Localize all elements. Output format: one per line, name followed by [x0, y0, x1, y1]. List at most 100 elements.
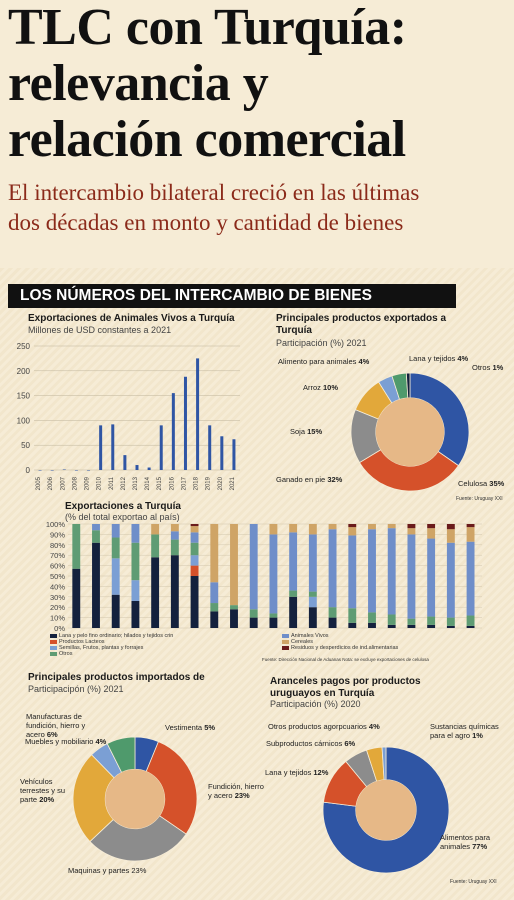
- legend-label: Otros: [59, 651, 73, 657]
- source-2: Fuente: Dirección Nacional de Aduanas No…: [262, 657, 429, 662]
- pie1-label-soja: Soja 15%: [290, 427, 323, 436]
- stacked-segment: [308, 591, 317, 597]
- bar: [147, 467, 151, 470]
- stacked-segment: [131, 580, 140, 601]
- stacked-segment: [269, 534, 278, 614]
- stacked-segment: [111, 594, 120, 628]
- legend-label: Semillas, Frutos, plantas y forrajes: [59, 645, 144, 651]
- bar: [183, 376, 187, 470]
- stacked-segment: [466, 527, 475, 542]
- bar: [220, 436, 224, 470]
- page-subtitle: El intercambio bilateral creció en las ú…: [8, 178, 508, 238]
- stacked-segment: [190, 532, 199, 543]
- bar: [159, 425, 163, 470]
- pie3-label-alimentos: Alimentos para animales 77%: [440, 833, 491, 851]
- x-tick-label: 2011: [109, 476, 115, 490]
- pie2-label-maquinas: Maquinas y partes 23%: [68, 866, 147, 875]
- donut-center: [375, 397, 445, 467]
- pie1-label-arroz: Arroz 10%: [303, 383, 339, 392]
- stacked-segment: [170, 555, 179, 628]
- stacked-segment: [348, 622, 357, 628]
- stacked-segment: [111, 524, 120, 538]
- x-tick-label: 2017: [181, 476, 187, 490]
- y-tick-label: 200: [17, 367, 31, 376]
- stacked-segment: [230, 609, 238, 628]
- stacked-segment: [190, 542, 199, 556]
- bar: [135, 465, 139, 470]
- stacked-subtitle: (% del total exportao al país): [65, 512, 180, 522]
- bar-chart-title: Exportaciones de Animales Vivos a Turquí…: [28, 313, 235, 324]
- pie3-subtitle: Participación (%) 2020: [270, 699, 361, 709]
- x-tick-label: 2014: [145, 476, 151, 490]
- source-3: Fuente: Uruguay XXI: [450, 879, 497, 885]
- pie3-title: Aranceles pagos por productos uruguayos …: [270, 676, 421, 699]
- pie1-title: Principales productos exportados a Turqu…: [276, 313, 447, 336]
- stacked-segment: [111, 537, 120, 559]
- stacked-segment: [446, 617, 455, 626]
- y-tick-label: 100: [17, 416, 31, 425]
- stacked-segment: [427, 528, 436, 539]
- y-tick-label: 80%: [50, 541, 65, 550]
- page-title: TLC con Turquía: relevancia y relación c…: [8, 0, 514, 168]
- source-1: Fuente: Uruguay XXI: [456, 496, 503, 502]
- pie2-label-muebles: Muebles y mobiliario 4%: [25, 737, 107, 746]
- legend-label: Lana y pelo fino ordinario; hilados y te…: [59, 633, 174, 639]
- legend-item: Animales Vivos: [282, 633, 329, 640]
- stacked-segment: [72, 568, 81, 628]
- stacked-segment: [387, 524, 396, 529]
- stacked-segment: [427, 616, 436, 625]
- exports-donut-chart: [350, 372, 470, 492]
- stacked-segment: [466, 541, 475, 616]
- stacked-segment: [328, 524, 337, 530]
- stacked-segment: [151, 557, 160, 628]
- imports-donut-chart: [72, 736, 198, 862]
- legend-item: Productos Lacteos: [50, 639, 105, 646]
- stacked-segment: [387, 624, 396, 628]
- stacked-segment: [170, 539, 179, 556]
- legend-label: Residuos y desperdicios de ind.alimentar…: [291, 645, 399, 651]
- stacked-segment: [368, 529, 376, 613]
- y-tick-label: 30%: [50, 593, 65, 602]
- pie1-label-otros: Otros 1%: [472, 363, 504, 372]
- y-tick-label: 60%: [50, 562, 65, 571]
- stacked-segment: [230, 524, 238, 606]
- stacked-segment: [190, 524, 199, 527]
- stacked-segment: [368, 612, 376, 623]
- pie1-label-lana: Lana y tejidos 4%: [409, 354, 469, 363]
- pie2-label-fundicion: Fundición, hierro y acero 23%: [208, 782, 264, 800]
- x-tick-label: 2015: [157, 476, 163, 490]
- y-tick-label: 250: [17, 342, 31, 351]
- pie2-label-vehiculos: Vehículos terrestes y su parte 20%: [20, 777, 66, 804]
- x-tick-label: 2006: [48, 476, 54, 490]
- legend-swatch: [282, 633, 289, 638]
- stacked-segment: [308, 596, 317, 608]
- stacked-segment: [427, 524, 436, 529]
- legend-swatch: [282, 639, 289, 644]
- bar: [196, 358, 200, 470]
- stacked-segment: [210, 603, 219, 612]
- x-tick-label: 2019: [206, 476, 212, 490]
- stacked-segment: [170, 524, 179, 532]
- x-tick-label: 2016: [169, 476, 175, 490]
- stacked-segment: [368, 622, 376, 628]
- title-line-2: relevancia y: [8, 55, 269, 112]
- pie3-label-lana: Lana y tejidos 12%: [265, 768, 329, 777]
- stacked-segment: [308, 524, 317, 535]
- stacked-segment: [131, 542, 140, 581]
- stacked-segment: [210, 582, 219, 604]
- pie3-label-subproductos: Subproductos cárnicos 6%: [266, 739, 356, 748]
- bar: [99, 425, 103, 470]
- stacked-segment: [190, 526, 199, 533]
- y-tick-label: 40%: [50, 582, 65, 591]
- stacked-segment: [348, 527, 357, 536]
- pie1-label-celulosa: Celulosa 35%: [458, 479, 505, 488]
- pie3-label-otros: Otros productos agorpcuarios 4%: [268, 722, 380, 731]
- bar: [74, 470, 78, 471]
- stacked-segment: [348, 608, 357, 623]
- stacked-segment: [308, 607, 317, 628]
- stacked-segment: [348, 535, 357, 609]
- bar: [87, 470, 91, 471]
- x-tick-label: 2010: [97, 476, 103, 490]
- pie1-label-alimento: Alimento para animales 4%: [278, 357, 370, 366]
- legend-swatch: [282, 645, 289, 650]
